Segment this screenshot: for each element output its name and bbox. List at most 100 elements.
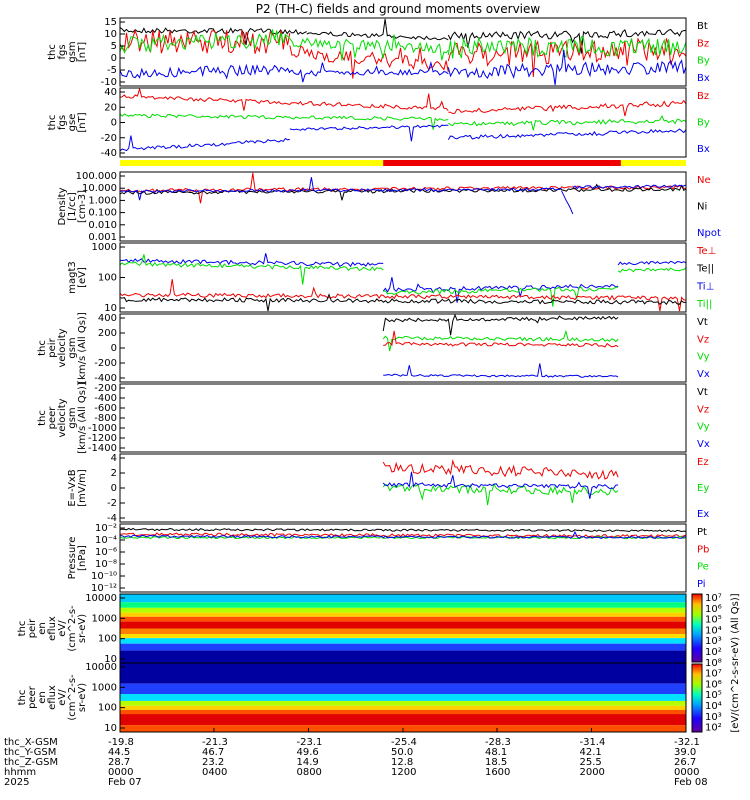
pt-trace [119, 527, 687, 533]
y-tick-label: 10.000 [82, 183, 117, 194]
legend-Ex: Ex [697, 509, 709, 520]
footer-value: 28.7 [108, 757, 130, 768]
colorbar-tick: 10⁵ [705, 690, 722, 701]
legend-Te||: Te|| [696, 264, 714, 275]
y-axis-label-line: fgs [57, 115, 68, 130]
footer-value: 18.5 [485, 757, 507, 768]
y-axis-label-peir-velocity: thc peir velocity gsm [km/s (All Qs)] [37, 312, 88, 384]
y-axis-label-peer-velocity: thc peer velocity gsm [km/s (All Qs)] [37, 382, 88, 454]
y-tick-label: 0.010 [88, 220, 117, 231]
bz-gse-trace [119, 87, 687, 117]
peer-spectrogram-band [120, 683, 686, 695]
colorbar-upper [691, 593, 703, 663]
y-axis-label-line: thc [17, 621, 28, 637]
footer-value: 1200 [391, 767, 416, 778]
y-axis-label-line: thc [17, 690, 28, 706]
legend-Pe: Pe [697, 562, 709, 573]
y-tick-label: -10 [101, 77, 117, 88]
mode-bar-fast [383, 160, 621, 166]
y-tick-label: 10000 [85, 593, 117, 604]
bx-gsm-trace [119, 49, 687, 86]
y-tick-label: 10⁻⁶ [95, 547, 117, 558]
y-axis-label-line: peer [47, 406, 58, 430]
footer-value: 25.5 [579, 757, 601, 768]
legend-Bt: Bt [697, 21, 708, 32]
y-axis-label-line: [km/s (All Qs)] [77, 312, 88, 384]
footer-label-2: thc_Z-GSM [4, 757, 58, 768]
pb-trace [119, 532, 687, 539]
vz-peir-trace [383, 330, 619, 348]
peir-spectrogram-band [120, 634, 686, 639]
y-tick-label: -20 [101, 133, 117, 144]
y-tick-label: -400 [94, 373, 117, 384]
legend-Ez: Ez [697, 457, 709, 468]
footer-value: -19.8 [108, 737, 134, 748]
colorbar-tick: 10³ [705, 712, 722, 723]
legend-Pi: Pi [697, 579, 706, 590]
y-tick-label: 2 [111, 468, 117, 479]
y-tick-label: 100.000 [76, 171, 117, 182]
footer-label-1: thc_Y-GSM [4, 747, 56, 758]
y-axis-label-line: peer [27, 685, 38, 709]
footer-value: Feb 08 [674, 777, 708, 788]
y-axis-label-line: thc [47, 115, 58, 131]
y-tick-label: 100 [98, 273, 117, 284]
peir-spectrogram-band [120, 638, 686, 644]
y-tick-label: 1.000 [88, 195, 117, 206]
y-axis-label-line: [km/s (All Qs)] [77, 382, 88, 454]
te-par-trace [119, 293, 687, 312]
y-axis-label-line: [nT] [77, 42, 88, 62]
legend-Ey: Ey [697, 483, 709, 494]
y-tick-label: 100 [98, 703, 117, 714]
peer-spectrogram-band [120, 700, 686, 706]
ez-trace [382, 458, 619, 480]
y-axis-label-line: eV/ [57, 620, 68, 637]
y-tick-label: 0 [111, 118, 117, 129]
y-tick-label: -400 [94, 393, 117, 404]
y-axis-label-line: sr-eV) [77, 683, 88, 712]
y-axis-label-line: en [37, 622, 48, 635]
peir-spectrogram-band [120, 643, 686, 651]
footer-value: 48.1 [485, 747, 507, 758]
peir-spectrogram-band [120, 616, 686, 622]
y-axis-label-pressure: Pressure [nPa] [67, 537, 88, 580]
panel-frame-peir-velocity [119, 313, 687, 383]
y-axis-label-line: peir [27, 618, 38, 638]
y-tick-label: 200 [98, 328, 117, 339]
y-axis-label-line: velocity [57, 398, 68, 437]
bx-gse-trace [119, 124, 687, 152]
y-axis-label-line: [eV] [77, 267, 88, 288]
y-axis-label-peer-eflux: thc peer en eflux eV/(cm^2-s-sr-eV) [17, 674, 88, 721]
y-tick-label: 0 [111, 53, 117, 64]
colorbar-tick: 10⁴ [705, 701, 722, 712]
peir-spectrogram-band [120, 650, 686, 663]
y-axis-label-line: [nPa] [77, 545, 88, 571]
y-tick-label: 10⁻¹⁰ [91, 571, 117, 582]
y-tick-label: 10⁻² [95, 523, 117, 534]
y-tick-label: -800 [94, 413, 117, 424]
peer-spectrogram-band [120, 705, 686, 710]
plot-title: P2 (TH-C) fields and ground moments over… [256, 2, 541, 16]
y-axis-label-line: fgs [57, 44, 68, 59]
panel-frame-efield [119, 453, 687, 523]
y-axis-label-fgs-gsm: thc fgs gsm [nT] [47, 41, 88, 62]
colorbar-tick: 10⁴ [705, 625, 722, 636]
y-tick-label: 1000 [92, 682, 117, 693]
footer-value: 49.6 [296, 747, 318, 758]
y-tick-label: 10000 [85, 662, 117, 673]
footer-value: 0400 [202, 767, 227, 778]
peir-spectrogram-band [120, 621, 686, 629]
ni-trace [119, 183, 687, 201]
bt-gsm-trace [119, 18, 687, 54]
y-axis-label-peir-eflux: thc peir en eflux eV/(cm^2-s-sr-eV) [17, 605, 88, 652]
pi-trace [119, 530, 686, 539]
legend-By: By [697, 56, 710, 67]
legend-Pb: Pb [697, 544, 709, 555]
footer-value: 42.1 [579, 747, 601, 758]
y-tick-label: -1200 [88, 433, 117, 444]
y-tick-label: 40 [104, 87, 117, 98]
y-axis-label-line: en [37, 691, 48, 704]
by-gse-trace [119, 113, 687, 131]
y-tick-label: -1000 [88, 423, 117, 434]
